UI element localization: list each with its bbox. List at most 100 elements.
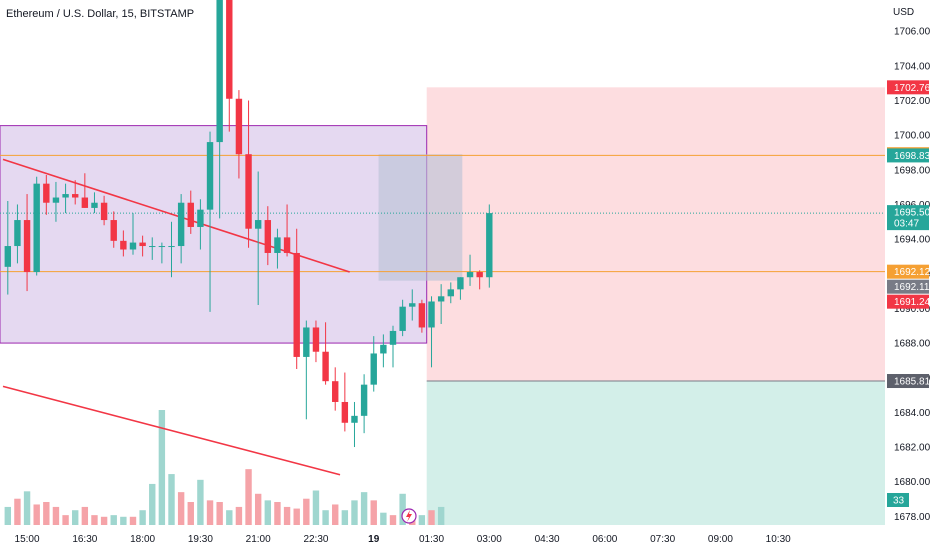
- volume-bar: [389, 515, 397, 525]
- y-tick-label: 1694.00: [894, 235, 931, 246]
- volume-bar: [177, 492, 185, 525]
- candle-body: [332, 381, 339, 402]
- volume-bar: [100, 516, 108, 525]
- x-tick-label: 01:30: [419, 534, 444, 545]
- volume-bar: [139, 510, 146, 525]
- x-tick-label: 18:00: [130, 534, 155, 545]
- volume-bar: [158, 410, 166, 525]
- target-badge-text: 1685.81: [894, 377, 931, 388]
- candle-body: [177, 202, 185, 247]
- projection-box[interactable]: [378, 154, 463, 281]
- candle-body: [303, 327, 310, 357]
- y-tick-label: 1678.00: [894, 512, 931, 523]
- candle-body: [43, 183, 50, 203]
- candle-body: [81, 197, 89, 208]
- candle-body: [389, 330, 397, 345]
- current-price-badge: [887, 205, 929, 231]
- x-tick-label: 15:00: [15, 534, 40, 545]
- volume-bar: [428, 510, 435, 525]
- y-tick-label: 1704.00: [894, 61, 931, 72]
- candle-body: [197, 209, 204, 227]
- y-tick-label: 1690.00: [894, 304, 931, 315]
- y-tick-label: 1688.00: [894, 339, 931, 350]
- volume-bar: [43, 502, 50, 525]
- x-tick-label: 10:30: [766, 534, 791, 545]
- candle-body: [447, 289, 454, 297]
- volume-bar: [81, 506, 89, 525]
- x-tick-label: 04:30: [535, 534, 560, 545]
- candle-body: [428, 301, 435, 328]
- volume-bar: [283, 506, 291, 525]
- candle-body: [399, 306, 406, 331]
- candle-body: [120, 240, 127, 250]
- mid-gray-badge: [887, 279, 929, 294]
- x-tick-label: 16:30: [72, 534, 97, 545]
- candle-body: [245, 154, 252, 229]
- y-tick-label: 1698.00: [894, 165, 931, 176]
- volume-bar: [187, 502, 194, 525]
- candle-body: [476, 272, 483, 278]
- y-tick-label: 1700.00: [894, 131, 931, 142]
- candle-body: [168, 246, 175, 248]
- candle-body: [466, 272, 474, 278]
- volume-bar: [380, 512, 387, 525]
- volume-bar: [303, 498, 310, 525]
- orange-low-badge: [887, 264, 929, 279]
- candle-body: [158, 246, 166, 248]
- candle-body: [322, 351, 329, 382]
- candle-body: [370, 353, 377, 385]
- volume-bar: [370, 500, 377, 525]
- volume-bar: [264, 500, 272, 525]
- candle-body: [129, 242, 137, 250]
- candle-body: [4, 246, 11, 267]
- volume-badge-text: 33: [893, 496, 905, 507]
- volume-bar: [33, 504, 40, 525]
- candle-body: [100, 202, 108, 221]
- target-badge: [887, 374, 929, 389]
- red-small-badge-text: 1691.24: [894, 297, 931, 308]
- stop-loss-badge-text: 1702.76: [894, 83, 931, 94]
- time-axis[interactable]: [0, 525, 885, 550]
- current-price-text: 1695.50: [894, 208, 931, 219]
- entry-b-badge: [887, 148, 929, 163]
- volume-bar: [149, 483, 156, 525]
- volume-bar: [206, 500, 214, 525]
- volume-bar: [274, 502, 281, 525]
- candle-body: [293, 252, 300, 357]
- candle-body: [14, 220, 21, 247]
- orange-low-badge-text: 1692.12: [894, 267, 931, 278]
- x-tick-label: 19: [368, 534, 380, 545]
- volume-bar: [110, 515, 117, 525]
- candle-body: [418, 303, 426, 328]
- trend-line-1[interactable]: [2, 158, 350, 273]
- candle-body: [486, 213, 493, 278]
- range-rectangle[interactable]: [0, 125, 428, 344]
- volume-badge: [887, 493, 909, 507]
- candle-body: [264, 220, 272, 253]
- candle-body: [380, 344, 387, 354]
- candle-body: [254, 220, 262, 229]
- volume-bar: [4, 506, 11, 525]
- take-profit-zone[interactable]: [426, 381, 885, 525]
- volume-bar: [351, 500, 358, 525]
- red-small-badge: [887, 294, 929, 309]
- stop-loss-zone[interactable]: [426, 87, 885, 382]
- candle-body: [91, 202, 98, 208]
- volume-bar: [332, 504, 339, 525]
- volume-bar: [226, 510, 233, 525]
- volume-bar: [120, 516, 127, 525]
- lightning-glyph: [406, 510, 412, 522]
- volume-bar: [254, 493, 262, 525]
- candle-body: [216, 0, 223, 143]
- volume-bar: [437, 506, 445, 525]
- y-tick-label: 1684.00: [894, 408, 931, 419]
- y-tick-label: 1702.00: [894, 96, 931, 107]
- volume-bar: [91, 515, 98, 525]
- trend-line-2[interactable]: [2, 385, 341, 476]
- x-tick-label: 03:00: [477, 534, 502, 545]
- candle-body: [274, 237, 281, 253]
- y-tick-label: 1706.00: [894, 27, 931, 38]
- volume-bar: [14, 498, 21, 525]
- volume-bar: [312, 490, 320, 525]
